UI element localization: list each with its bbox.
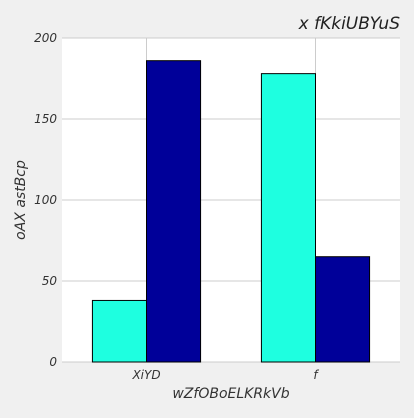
x-tick-label: XiYD	[131, 368, 160, 382]
y-axis-label: oAX astBcp	[13, 160, 29, 240]
bar	[91, 299, 147, 363]
chart-title: x fKkiUBYuS	[298, 14, 401, 34]
bars	[91, 60, 371, 363]
bar	[315, 256, 371, 363]
y-tick-label: 100	[34, 193, 57, 207]
x-axis-label: wZfOBoELKRkVb	[172, 386, 289, 402]
bar	[260, 73, 317, 363]
y-tick-label: 200	[34, 31, 57, 45]
x-tick-label: f	[313, 368, 319, 382]
bar	[146, 60, 202, 363]
y-tick-label: 50	[42, 274, 58, 288]
x-tick-labels: XiYD f	[131, 368, 319, 382]
y-tick-labels: 0 50 100 150 200	[34, 31, 57, 369]
y-tick-label: 150	[34, 112, 57, 126]
y-tick-label: 0	[49, 355, 57, 369]
